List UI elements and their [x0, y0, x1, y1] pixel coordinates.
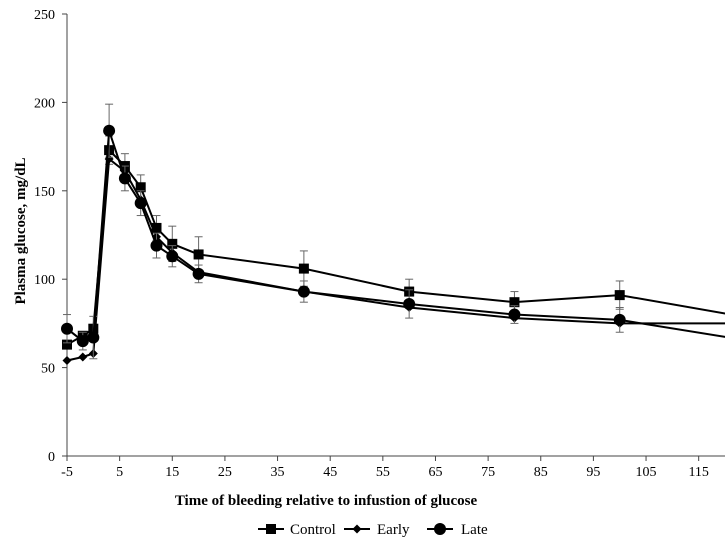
x-axis-title: Time of bleeding relative to infustion o…: [175, 493, 478, 509]
data-point-late: [613, 313, 626, 326]
series-layer: [61, 103, 725, 366]
x-tick-label: 25: [218, 465, 232, 480]
data-point-late: [508, 308, 521, 321]
series-early: [62, 154, 725, 366]
data-point-control: [614, 290, 625, 301]
y-tick-label: 0: [48, 450, 55, 465]
data-point-control: [62, 339, 72, 350]
data-point-late: [87, 331, 100, 344]
legend-marker-early: [352, 524, 362, 534]
y-axis-title: Plasma glucose, mg/dL: [13, 157, 29, 304]
x-tick-label: 55: [376, 465, 390, 480]
data-point-late: [76, 335, 89, 348]
data-point-late: [61, 322, 73, 335]
series-line-early: [66, 157, 725, 362]
data-point-late: [134, 197, 147, 210]
y-tick-label: 100: [34, 273, 55, 288]
data-point-control: [509, 297, 520, 308]
legend-marker-late: [434, 523, 446, 535]
x-tick-label: 45: [323, 465, 337, 480]
x-tick-label: 35: [271, 465, 285, 480]
data-point-control: [151, 222, 162, 233]
x-axis-ticks: -5 5 15 25 35 45 55 65 75 85 95 105 115: [61, 456, 709, 480]
data-point-control: [298, 263, 309, 274]
series-line-late: [66, 130, 725, 343]
legend-label-control: Control: [290, 522, 336, 538]
data-point-early: [62, 356, 72, 366]
y-axis-ticks: 0 50 100 150 200 250: [34, 8, 67, 465]
x-tick-label: 115: [688, 465, 708, 480]
legend-item-control: Control: [258, 522, 336, 538]
legend-item-early: Early: [344, 522, 410, 538]
x-tick-label: 5: [116, 465, 123, 480]
x-tick-label: 65: [428, 465, 442, 480]
data-point-late: [118, 172, 131, 185]
x-tick-label: 85: [534, 465, 548, 480]
x-tick-label: 15: [165, 465, 179, 480]
axes: [66, 14, 725, 457]
data-point-late: [192, 267, 205, 280]
legend-label-early: Early: [377, 522, 410, 538]
y-tick-label: 250: [34, 8, 55, 23]
x-tick-label: 95: [586, 465, 600, 480]
x-tick-label: -5: [61, 465, 73, 480]
data-point-control: [193, 249, 204, 260]
data-point-late: [403, 297, 416, 310]
data-point-late: [103, 124, 116, 137]
legend-marker-control: [266, 524, 276, 534]
data-point-control: [135, 182, 146, 193]
y-tick-label: 50: [41, 362, 55, 377]
y-tick-label: 150: [34, 185, 55, 200]
legend-label-late: Late: [461, 522, 488, 538]
series-late: [61, 103, 725, 360]
x-tick-label: 105: [636, 465, 657, 480]
y-tick-label: 200: [34, 96, 55, 111]
data-point-late: [150, 239, 163, 252]
data-point-control: [167, 238, 178, 249]
legend-item-late: Late: [427, 522, 488, 538]
data-point-late: [297, 285, 310, 298]
x-tick-label: 75: [481, 465, 495, 480]
data-point-late: [166, 250, 179, 263]
legend: Control Early Late: [258, 522, 488, 538]
data-point-early: [78, 352, 88, 362]
